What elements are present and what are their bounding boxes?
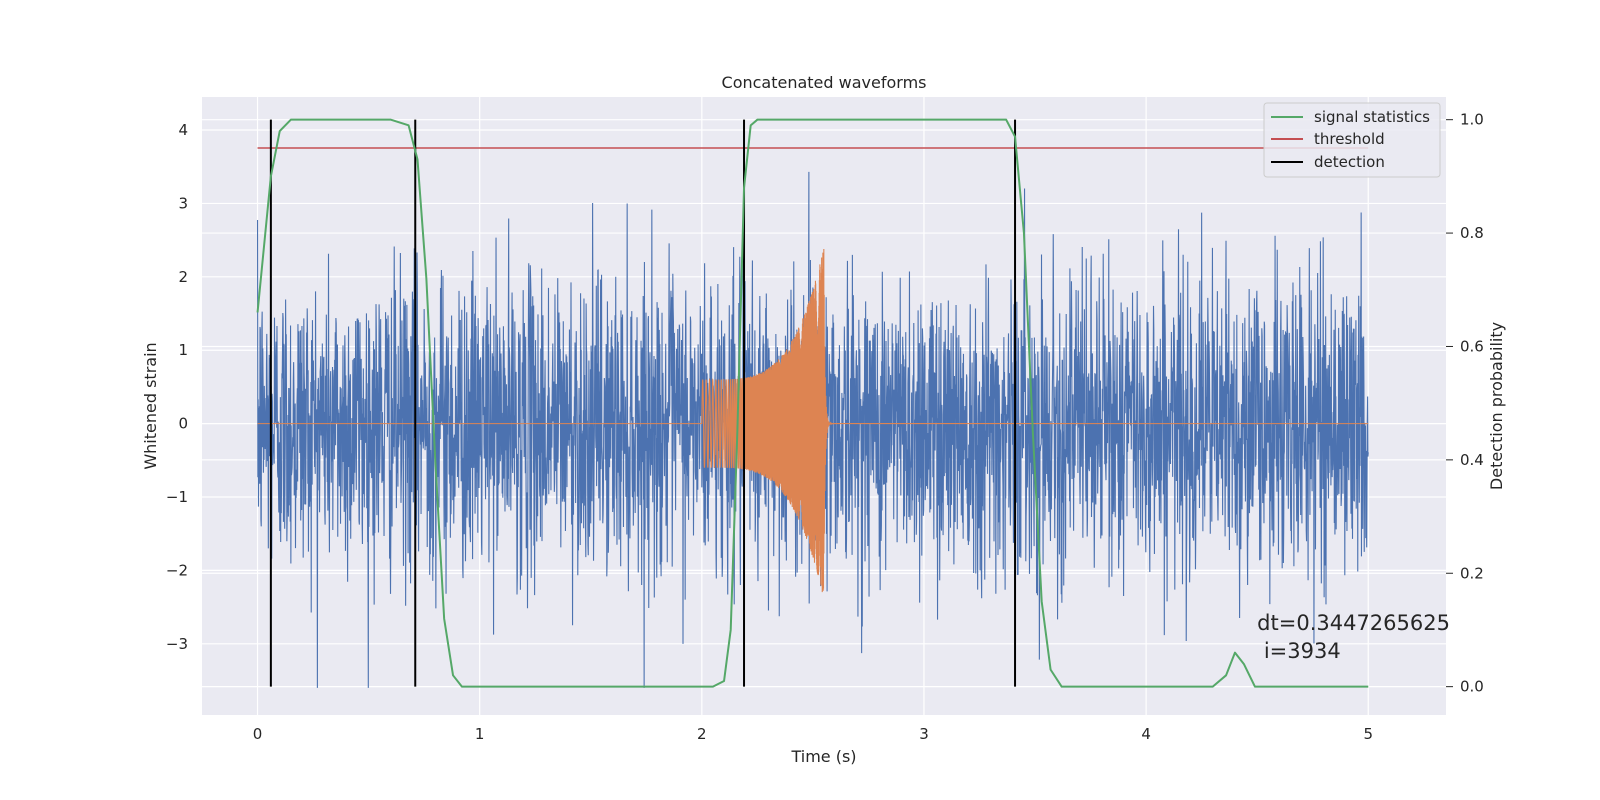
chart-title: Concatenated waveforms	[722, 73, 927, 92]
y-axis-label-left: Whitened strain	[141, 342, 160, 469]
x-tick-label: 4	[1141, 725, 1151, 743]
x-axis: 0 1 2 3 4 5	[253, 725, 1373, 743]
y-right-tick-label: 0.6	[1460, 337, 1484, 355]
y-tick-label: 0	[178, 415, 188, 433]
y-right-tick-label: 1.0	[1460, 111, 1484, 129]
legend-box	[1263, 102, 1441, 178]
injection-waveform-line	[257, 249, 1369, 593]
x-tick-label: 1	[475, 725, 485, 743]
legend-label-detection: detection	[1314, 153, 1385, 171]
annotation-line1: dt=0.3447265625	[1257, 611, 1450, 635]
y-right-tick-label: 0.2	[1460, 564, 1484, 582]
series-layer	[256, 118, 1369, 688]
y-axis-left: −3 −2 −1 0 1 2 3 4	[166, 121, 188, 653]
y-tick-label: 3	[178, 194, 188, 212]
x-tick-label: 5	[1363, 725, 1373, 743]
y-right-tick-label: 0.0	[1460, 678, 1484, 696]
y-tick-label: −3	[166, 635, 188, 653]
x-axis-label: Time (s)	[790, 747, 856, 766]
x-tick-label: 0	[253, 725, 263, 743]
strain-noise-line	[256, 171, 1369, 688]
signal-statistics-line	[256, 118, 1369, 688]
y-axis-label-right: Detection probability	[1487, 322, 1506, 490]
x-tick-label: 2	[697, 725, 707, 743]
legend-label-signal-statistics: signal statistics	[1314, 108, 1430, 126]
y-tick-label: 1	[178, 341, 188, 359]
y-tick-label: 2	[178, 268, 188, 286]
annotation-line2: i=3934	[1257, 639, 1341, 663]
legend: signal statistics threshold detection	[1263, 102, 1441, 178]
y-axis-right: 0.0 0.2 0.4 0.6 0.8 1.0	[1446, 111, 1484, 696]
y-right-tick-label: 0.4	[1460, 451, 1484, 469]
y-right-tick-label: 0.8	[1460, 224, 1484, 242]
x-tick-label: 3	[919, 725, 929, 743]
y-tick-label: −1	[166, 488, 188, 506]
y-tick-label: 4	[178, 121, 188, 139]
annotation: dt=0.3447265625 i=3934	[1257, 611, 1450, 663]
legend-label-threshold: threshold	[1314, 130, 1385, 148]
y-tick-label: −2	[166, 561, 188, 579]
